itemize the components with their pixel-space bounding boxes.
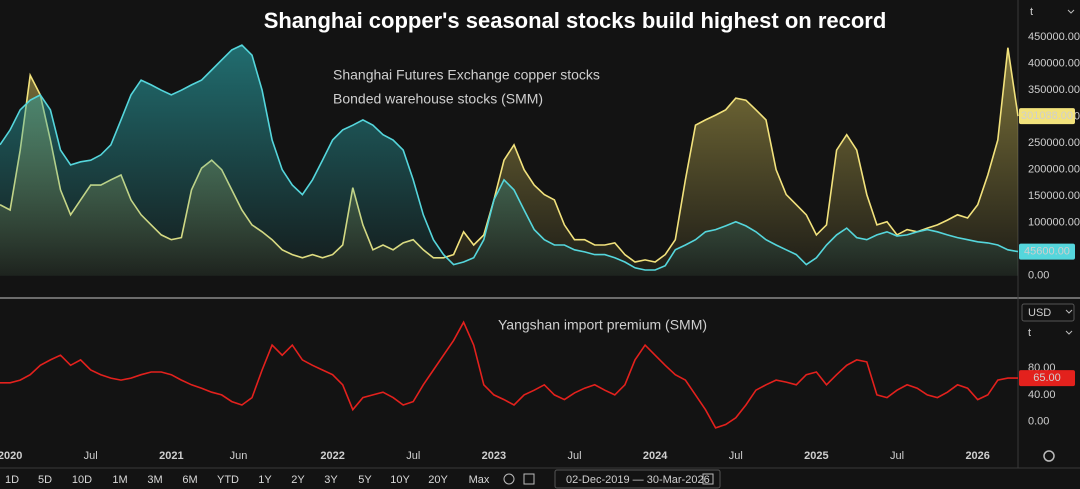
x-tick-label: 2020 bbox=[0, 450, 22, 462]
unit-select[interactable]: t bbox=[1030, 6, 1033, 18]
last-value-tag bbox=[1019, 370, 1075, 387]
range-button[interactable]: 2Y bbox=[291, 474, 305, 486]
x-tick-label: 2022 bbox=[320, 450, 344, 462]
range-button[interactable]: YTD bbox=[217, 474, 239, 486]
x-tick-label: Jul bbox=[406, 450, 420, 462]
x-tick-label: Jul bbox=[890, 450, 904, 462]
y-tick-label: 0.00 bbox=[1028, 416, 1049, 428]
x-tick-label: Jun bbox=[230, 450, 248, 462]
last-value-label: 301088.00 bbox=[1021, 110, 1073, 122]
area bbox=[0, 45, 1018, 276]
range-button[interactable]: 10Y bbox=[390, 474, 410, 486]
table-icon[interactable] bbox=[523, 473, 535, 485]
range-button[interactable]: 5Y bbox=[358, 474, 372, 486]
chart-title: Shanghai copper's seasonal stocks build … bbox=[264, 8, 887, 33]
range-button[interactable]: 5D bbox=[38, 474, 52, 486]
range-button[interactable]: 20Y bbox=[428, 474, 448, 486]
settings-icon[interactable] bbox=[1043, 450, 1055, 462]
y-tick-label: 0.00 bbox=[1028, 270, 1049, 282]
legend-label: Shanghai Futures Exchange copper stocks bbox=[333, 67, 600, 83]
range-button[interactable]: 3Y bbox=[324, 474, 338, 486]
y-tick-label: 100000.00 bbox=[1028, 217, 1080, 229]
range-button[interactable]: 6M bbox=[182, 474, 197, 486]
y-tick-label: 450000.00 bbox=[1028, 31, 1080, 43]
currency-select[interactable]: USD bbox=[1028, 307, 1051, 319]
dropdown-icon bbox=[1065, 309, 1073, 335]
calendar-icon[interactable] bbox=[702, 473, 714, 485]
area bbox=[0, 47, 1018, 276]
dropdown-icon bbox=[1067, 9, 1075, 14]
range-button[interactable]: 3M bbox=[147, 474, 162, 486]
y-tick-label: 200000.00 bbox=[1028, 164, 1080, 176]
x-tick-label: Jul bbox=[567, 450, 581, 462]
legend-label: Yangshan import premium (SMM) bbox=[498, 317, 707, 333]
range-button[interactable]: 1Y bbox=[258, 474, 272, 486]
y-tick-label: 350000.00 bbox=[1028, 84, 1080, 96]
last-value-label: 65.00 bbox=[1033, 372, 1061, 384]
date-range-box[interactable] bbox=[554, 469, 721, 489]
range-button[interactable]: 10D bbox=[72, 474, 92, 486]
currency-box[interactable] bbox=[1021, 303, 1075, 322]
last-value-tag bbox=[1019, 243, 1075, 260]
x-tick-label: 2021 bbox=[159, 450, 183, 462]
y-tick-label: 400000.00 bbox=[1028, 58, 1080, 70]
range-button[interactable]: 1D bbox=[5, 474, 19, 486]
x-tick-label: 2026 bbox=[965, 450, 989, 462]
x-tick-label: Jul bbox=[84, 450, 98, 462]
range-button[interactable]: Max bbox=[469, 474, 490, 486]
range-button[interactable]: 1M bbox=[112, 474, 127, 486]
legend-label: Bonded warehouse stocks (SMM) bbox=[333, 91, 543, 107]
line bbox=[0, 320, 1018, 429]
date-range[interactable]: 02-Dec-2019 — 30-Mar-2026 bbox=[566, 474, 710, 486]
y-tick-label: 250000.00 bbox=[1028, 137, 1080, 149]
line bbox=[0, 44, 1019, 271]
x-tick-label: Jul bbox=[729, 450, 743, 462]
last-value-tag bbox=[1019, 108, 1075, 125]
unit-select[interactable]: t bbox=[1028, 327, 1031, 339]
settings-icon[interactable] bbox=[503, 473, 515, 485]
x-tick-label: 2025 bbox=[804, 450, 828, 462]
x-tick-label: 2023 bbox=[482, 450, 506, 462]
x-tick-label: 2024 bbox=[643, 450, 668, 462]
y-tick-label: 150000.00 bbox=[1028, 190, 1080, 202]
y-tick-label: 40.00 bbox=[1028, 389, 1056, 401]
last-value-label: 45600.00 bbox=[1024, 246, 1070, 258]
